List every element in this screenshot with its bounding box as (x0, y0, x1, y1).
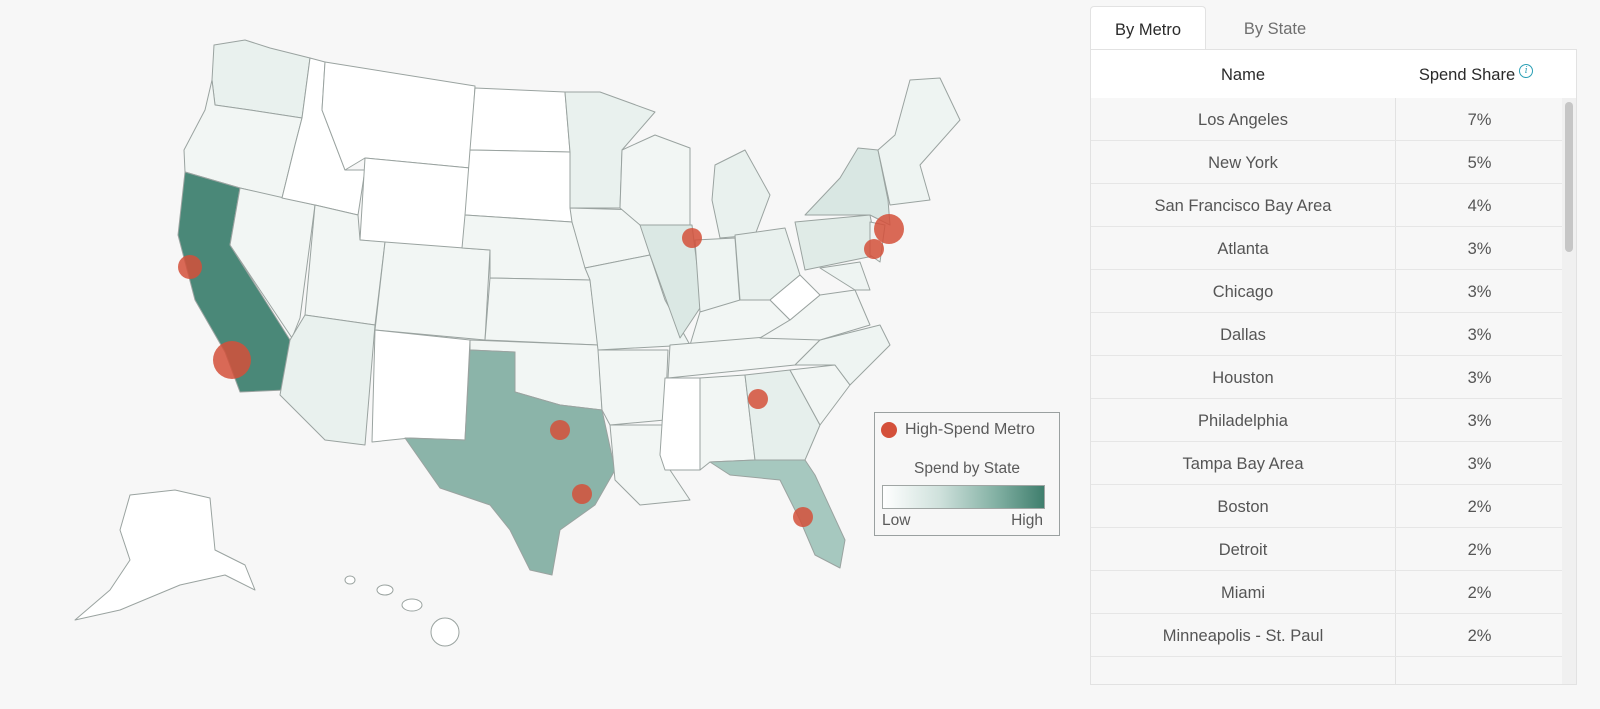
state-arkansas[interactable] (597, 349, 669, 426)
table-row[interactable]: Dallas 3% (1091, 313, 1563, 356)
table-scrollbar[interactable] (1562, 98, 1576, 684)
cell-share: 7% (1396, 98, 1563, 140)
cell-share: 2% (1396, 614, 1563, 656)
metro-dot-san-francisco[interactable] (178, 255, 202, 279)
cell-share: 3% (1396, 227, 1563, 269)
map-canvas (74, 39, 961, 647)
table-row[interactable]: San Francisco Bay Area 4% (1091, 184, 1563, 227)
cell-share (1396, 657, 1563, 684)
table-row[interactable]: Los Angeles 7% (1091, 98, 1563, 141)
metro-dot-new-york[interactable] (874, 214, 904, 244)
spend-share-table: Name Spend Share i Los Angeles 7% New York… (1090, 49, 1577, 685)
state-hawaii[interactable] (344, 575, 460, 647)
state-wyoming[interactable] (359, 157, 471, 251)
cell-name: Minneapolis - St. Paul (1091, 614, 1396, 656)
cell-share: 3% (1396, 356, 1563, 398)
cell-name: Los Angeles (1091, 98, 1396, 140)
cell-name: New York (1091, 141, 1396, 183)
state-mississippi[interactable] (659, 377, 701, 471)
tab-by-state[interactable]: By State (1243, 20, 1307, 38)
table-row[interactable]: Chicago 3% (1091, 270, 1563, 313)
info-icon[interactable]: i (1519, 64, 1534, 78)
state-arizona[interactable] (279, 314, 376, 446)
table-row[interactable] (1091, 657, 1563, 684)
cell-share: 3% (1396, 313, 1563, 355)
table-row[interactable]: Minneapolis - St. Paul 2% (1091, 614, 1563, 657)
legend-metro-label: High-Spend Metro (905, 421, 1035, 438)
cell-name: Tampa Bay Area (1091, 442, 1396, 484)
state-new-york[interactable] (804, 147, 891, 226)
state-kansas[interactable] (484, 277, 599, 346)
cell-share: 2% (1396, 485, 1563, 527)
metro-dot-tampa[interactable] (793, 507, 813, 527)
metro-dot-houston[interactable] (572, 484, 592, 504)
cell-share: 2% (1396, 528, 1563, 570)
metro-dot-swatch (881, 422, 897, 438)
cell-share: 4% (1396, 184, 1563, 226)
us-spend-map: High-Spend Metro Spend by State Low High (74, 39, 1060, 647)
legend-high-label: High (1011, 512, 1043, 529)
state-alaska[interactable] (74, 489, 256, 621)
cell-name: Detroit (1091, 528, 1396, 570)
table-row[interactable]: Philadelphia 3% (1091, 399, 1563, 442)
legend-low-label: Low (882, 512, 911, 529)
state-montana[interactable] (321, 61, 476, 171)
metro-dot-chicago[interactable] (682, 228, 702, 248)
tab-by-metro[interactable]: By Metro (1090, 6, 1206, 51)
state-new-england[interactable] (877, 77, 961, 206)
state-west-virginia[interactable] (769, 274, 821, 321)
legend-color-scale (882, 485, 1045, 509)
cell-share: 3% (1396, 399, 1563, 441)
cell-share: 3% (1396, 270, 1563, 312)
table-row[interactable]: Atlanta 3% (1091, 227, 1563, 270)
state-north-dakota[interactable] (469, 87, 571, 153)
table-body: Los Angeles 7% New York 5% San Francisco B… (1091, 98, 1563, 684)
cell-name (1091, 657, 1396, 684)
state-florida[interactable] (709, 459, 846, 569)
metro-dot-philadelphia[interactable] (864, 239, 884, 259)
column-header-spend-share-label: Spend Share (1418, 66, 1516, 84)
state-wisconsin[interactable] (619, 134, 691, 226)
cell-share: 5% (1396, 141, 1563, 183)
map-legend: High-Spend Metro Spend by State Low High (874, 412, 1060, 536)
metro-dot-atlanta[interactable] (748, 389, 768, 409)
state-michigan[interactable] (711, 149, 771, 239)
state-pennsylvania[interactable] (794, 214, 879, 271)
cell-name: Dallas (1091, 313, 1396, 355)
state-south-dakota[interactable] (464, 149, 573, 223)
cell-name: Houston (1091, 356, 1396, 398)
table-header: Name Spend Share i (1091, 50, 1576, 99)
cell-name: Philadelphia (1091, 399, 1396, 441)
state-colorado[interactable] (374, 241, 491, 341)
table-row[interactable]: Tampa Bay Area 3% (1091, 442, 1563, 485)
cell-share: 3% (1396, 442, 1563, 484)
state-indiana[interactable] (694, 237, 741, 313)
cell-name: San Francisco Bay Area (1091, 184, 1396, 226)
scrollbar-thumb[interactable] (1565, 102, 1573, 252)
state-texas[interactable] (404, 349, 616, 576)
table-row[interactable]: Detroit 2% (1091, 528, 1563, 571)
column-header-spend-share[interactable]: Spend Share i (1396, 50, 1556, 98)
column-header-name[interactable]: Name (1220, 66, 1265, 84)
cell-name: Chicago (1091, 270, 1396, 312)
table-row[interactable]: New York 5% (1091, 141, 1563, 184)
state-maryland[interactable] (819, 261, 871, 291)
cell-name: Miami (1091, 571, 1396, 613)
table-row[interactable]: Boston 2% (1091, 485, 1563, 528)
cell-name: Boston (1091, 485, 1396, 527)
state-new-mexico[interactable] (371, 329, 471, 443)
state-illinois[interactable] (639, 224, 703, 339)
legend-metro-row: High-Spend Metro (881, 421, 1035, 439)
metro-dot-los-angeles[interactable] (213, 341, 251, 379)
legend-scale-title: Spend by State (914, 460, 1020, 477)
table-row[interactable]: Miami 2% (1091, 571, 1563, 614)
table-row[interactable]: Houston 3% (1091, 356, 1563, 399)
cell-share: 2% (1396, 571, 1563, 613)
metro-dot-dallas[interactable] (550, 420, 570, 440)
cell-name: Atlanta (1091, 227, 1396, 269)
